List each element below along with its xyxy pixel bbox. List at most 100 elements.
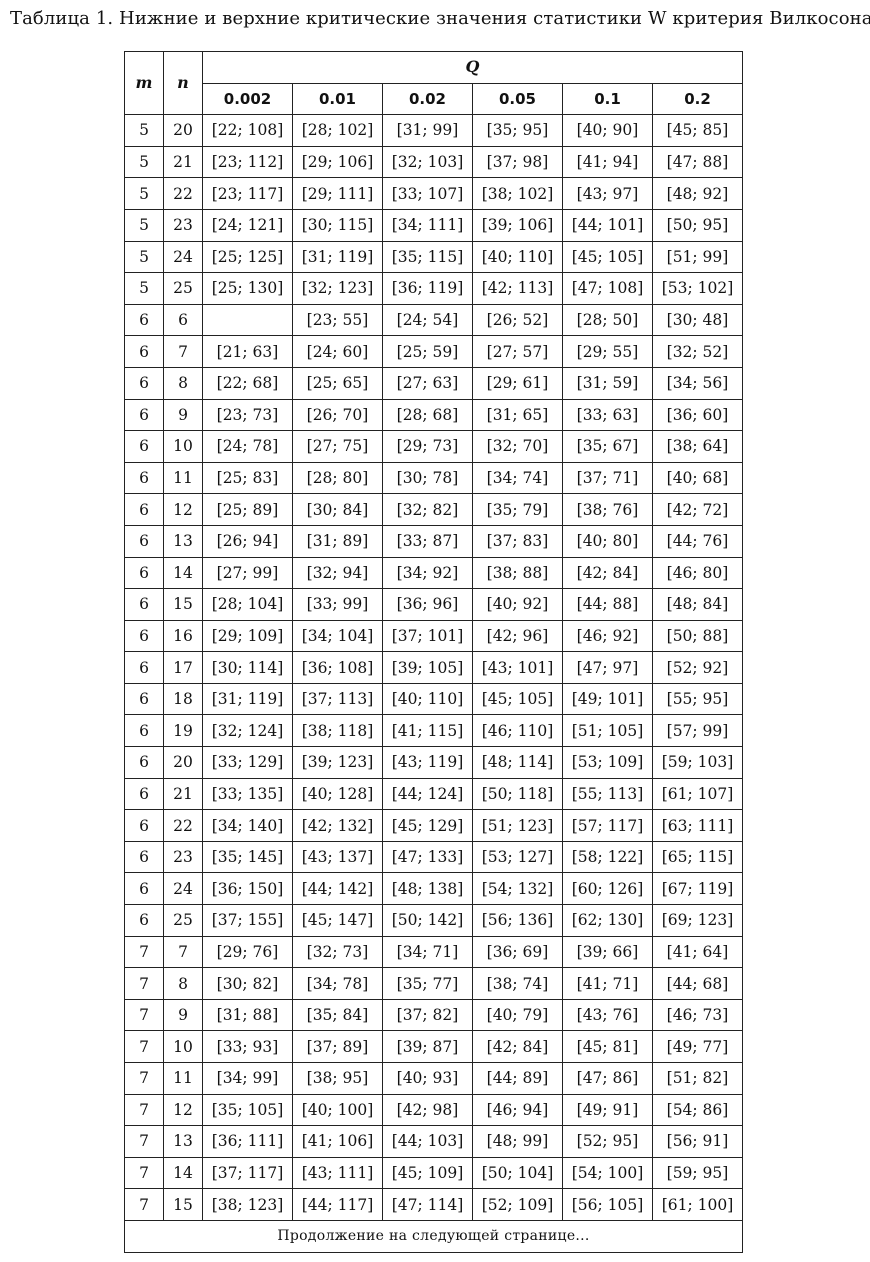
cell-interval: [45; 129] (382, 809, 473, 842)
cell-m: 6 (124, 682, 164, 716)
cell-interval: [57; 117] (562, 809, 653, 842)
table-row: 5 25 [25; 130] [32; 123] [36; 119] [42; 113][… (124, 272, 743, 305)
cell-n: 23 (163, 840, 203, 874)
cell-interval: [33; 107] (382, 177, 473, 210)
table-row: 7 13 [36; 111] [41; 106] [44; 103] [48; 99] [5… (124, 1125, 743, 1158)
cell-interval: [31; 99] (382, 114, 473, 147)
cell-interval: [56; 91] (652, 1125, 743, 1158)
column-header-q: Q (202, 51, 743, 84)
cell-interval: [62; 130] (562, 904, 653, 937)
table-body: 5 20 [22; 108] [28; 102] [31; 99] [35; 95] [40… (124, 114, 743, 1221)
cell-m: 6 (124, 619, 164, 653)
cell-interval: [42; 98] (382, 1093, 473, 1127)
continued-note: Продолжение на следующей странице... (124, 1219, 743, 1253)
cell-interval: [26; 70] (292, 398, 383, 432)
cell-interval: [40; 110] (382, 682, 473, 716)
cell-m: 6 (124, 493, 164, 526)
cell-interval: [35; 77] (382, 967, 473, 1000)
table-row: 6 16 [29; 109] [34; 104] [37; 101] [42; 96] [4… (124, 619, 743, 653)
cell-interval: [36; 111] (202, 1125, 293, 1158)
cell-interval: [40; 79] (472, 998, 563, 1032)
cell-interval: [29; 73] (382, 430, 473, 463)
cell-n: 21 (163, 145, 203, 179)
cell-interval: [54; 100] (562, 1156, 653, 1190)
cell-interval: [34; 92] (382, 556, 473, 590)
cell-interval: [52; 95] (562, 1125, 653, 1158)
cell-interval: [38; 123] (202, 1188, 293, 1221)
cell-n: 22 (163, 177, 203, 210)
cell-interval: [63; 111] (652, 809, 743, 842)
cell-n: 23 (163, 208, 203, 242)
cell-interval: [40; 93] (382, 1062, 473, 1095)
cell-n: 14 (163, 1156, 203, 1190)
column-header-n: n (163, 50, 203, 116)
cell-interval: [44; 89] (472, 1062, 563, 1095)
cell-m: 7 (124, 1093, 164, 1127)
header-row-q: m n Q (124, 50, 743, 116)
cell-interval: [25; 125] (202, 240, 293, 274)
cell-n: 17 (163, 651, 203, 684)
cell-n: 19 (163, 714, 203, 748)
cell-interval: [34; 78] (292, 967, 383, 1000)
cell-interval: [28; 68] (382, 398, 473, 432)
cell-n: 12 (163, 1093, 203, 1127)
cell-n: 6 (163, 303, 203, 337)
cell-m: 6 (124, 872, 164, 906)
cell-interval: [47; 114] (382, 1188, 473, 1221)
cell-interval: [32; 123] (292, 272, 383, 305)
cell-interval: [50; 118] (472, 777, 563, 811)
cell-interval: [35; 95] (472, 114, 563, 147)
cell-interval: [47; 133] (382, 840, 473, 874)
cell-n: 25 (163, 272, 203, 305)
cell-interval: [35; 67] (562, 430, 653, 463)
cell-interval: [37; 83] (472, 524, 563, 558)
cell-interval: [69; 123] (652, 904, 743, 937)
cell-interval: [51; 105] (562, 714, 653, 748)
cell-interval: [31; 65] (472, 398, 563, 432)
cell-interval: [25; 89] (202, 493, 293, 526)
cell-interval: [28; 104] (202, 588, 293, 621)
table-row: 7 12 [35; 105] [40; 100] [42; 98] [46; 94] [49… (124, 1093, 743, 1127)
cell-interval: [45; 81] (562, 1030, 653, 1063)
cell-m: 5 (124, 177, 164, 210)
cell-interval: [61; 107] (652, 777, 743, 811)
cell-interval: [56; 105] (562, 1188, 653, 1221)
cell-interval: [67; 119] (652, 872, 743, 906)
cell-interval: [44; 117] (292, 1188, 383, 1221)
cell-interval: [27; 63] (382, 366, 473, 400)
cell-interval: [23; 73] (202, 398, 293, 432)
cell-interval: [59; 95] (652, 1156, 743, 1190)
cell-n: 10 (163, 430, 203, 463)
cell-interval: [35; 79] (472, 493, 563, 526)
cell-interval: [60; 126] (562, 872, 653, 906)
cell-interval: [43; 137] (292, 840, 383, 874)
cell-interval: [46; 94] (472, 1093, 563, 1127)
cell-interval: [28; 102] (292, 114, 383, 147)
cell-interval: [30; 115] (292, 208, 383, 242)
cell-interval: [46; 73] (652, 998, 743, 1032)
table-row: 6 25 [37; 155] [45; 147] [50; 142] [56; 136][… (124, 904, 743, 937)
cell-n: 24 (163, 240, 203, 274)
cell-interval: [42; 96] (472, 619, 563, 653)
cell-interval: [29; 109] (202, 619, 293, 653)
table-row: 7 15 [38; 123] [44; 117] [47; 114] [52; 109][… (124, 1188, 743, 1221)
table-row: 6 8 [22; 68] [25; 65] [27; 63] [29; 61] [31; 5… (124, 366, 743, 400)
cell-m: 6 (124, 398, 164, 432)
cell-interval: [44; 101] (562, 208, 653, 242)
cell-interval: [44; 88] (562, 588, 653, 621)
cell-interval: [22; 68] (202, 366, 293, 400)
cell-interval: [34; 71] (382, 935, 473, 969)
cell-interval: [27; 57] (472, 335, 563, 368)
cell-interval: [31; 119] (292, 240, 383, 274)
cell-interval: [44; 142] (292, 872, 383, 906)
cell-interval: [55; 95] (652, 682, 743, 716)
cell-m: 5 (124, 114, 164, 147)
table-row: 6 19 [32; 124] [38; 118] [41; 115] [46; 110][… (124, 714, 743, 748)
cell-interval: [35; 145] (202, 840, 293, 874)
cell-interval: [38; 64] (652, 430, 743, 463)
cell-interval: [56; 136] (472, 904, 563, 937)
cell-interval: [47; 108] (562, 272, 653, 305)
cell-interval: [30; 48] (652, 303, 743, 337)
cell-interval: [34; 140] (202, 809, 293, 842)
cell-interval: [31; 89] (292, 524, 383, 558)
